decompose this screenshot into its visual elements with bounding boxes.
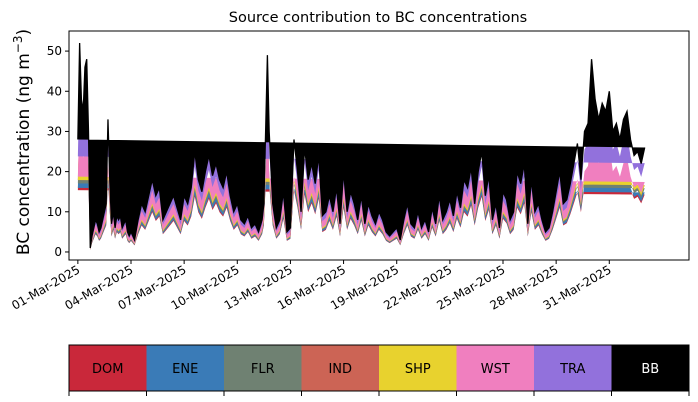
y-tick-label: 10	[47, 205, 62, 219]
legend-label-flr: FLR	[251, 362, 275, 377]
x-axis: 01-Mar-202504-Mar-202507-Mar-202510-Mar-…	[9, 260, 614, 313]
legend-swatch-ene	[146, 345, 225, 391]
plot-areas	[77, 43, 645, 250]
chart-title: Source contribution to BC concentrations	[229, 10, 527, 26]
y-tick-label: 50	[47, 44, 62, 58]
y-tick-label: 20	[47, 165, 62, 179]
legend: DOM ENE FLR IND SHP WST TRA BB	[68, 344, 690, 396]
legend-label-shp: SHP	[405, 362, 431, 377]
legend-frame	[68, 344, 690, 392]
legend-label-wst: WST	[481, 362, 510, 377]
legend-swatch-dom	[69, 345, 147, 391]
legend-label-ind: IND	[328, 362, 352, 377]
legend-swatch-ind	[301, 345, 380, 391]
area-bb	[77, 43, 645, 248]
legend-swatch-wst	[456, 345, 535, 391]
legend-label-ene: ENE	[172, 362, 198, 377]
y-axis-label-main: BC concentration (ng m	[14, 53, 34, 255]
legend-label-bb: BB	[641, 362, 659, 377]
legend-label-dom: DOM	[92, 362, 123, 377]
plot-total-line	[77, 43, 646, 249]
legend-swatch-tra	[534, 345, 612, 391]
legend-swatch-shp	[379, 345, 457, 391]
total-line	[77, 43, 646, 249]
y-axis: 0 10 20 30 40 50	[47, 44, 69, 259]
legend-swatch-bb	[611, 345, 690, 391]
y-tick-label: 40	[47, 84, 62, 98]
y-tick-label: 30	[47, 124, 62, 138]
y-axis-label-superscript: −3	[11, 35, 25, 53]
y-axis-label: BC concentration (ng m−3)	[11, 29, 34, 255]
y-axis-label-close: )	[14, 29, 34, 36]
plot-frame	[68, 30, 690, 261]
y-tick-label: 0	[54, 245, 62, 259]
legend-swatch-flr	[224, 345, 302, 391]
legend-label-tra: TRA	[559, 362, 585, 377]
